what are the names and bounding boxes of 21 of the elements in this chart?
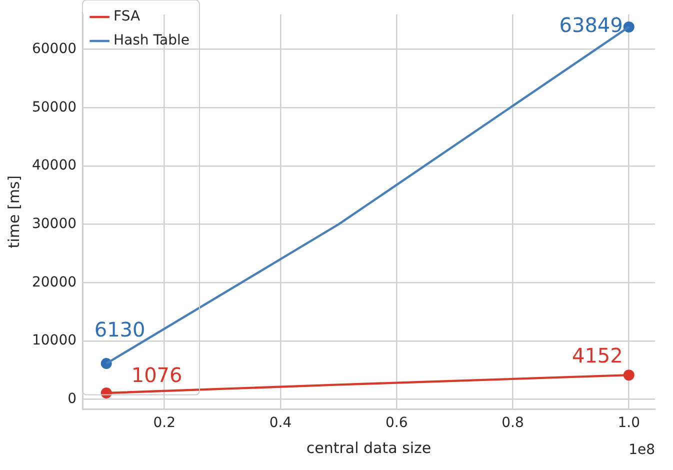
x-tick-label: 0.2 bbox=[153, 415, 176, 432]
data-label: 6130 bbox=[94, 318, 146, 342]
x-tick-label: 0.6 bbox=[386, 415, 408, 432]
x-tick-label: 1.0 bbox=[618, 415, 640, 432]
legend-label: FSA bbox=[114, 8, 140, 25]
legend-label: Hash Table bbox=[114, 32, 190, 49]
y-axis-title: time [ms] bbox=[4, 175, 23, 248]
y-tick-label: 50000 bbox=[32, 99, 77, 116]
y-tick-label: 20000 bbox=[32, 274, 77, 290]
x-tick-label: 0.8 bbox=[502, 415, 524, 432]
y-tick-label: 40000 bbox=[32, 158, 77, 174]
data-label: 1076 bbox=[131, 363, 182, 388]
y-tick-label: 10000 bbox=[32, 332, 77, 349]
x-tick-label: 0.4 bbox=[269, 415, 292, 432]
y-tick-label: 0 bbox=[68, 390, 77, 407]
x-axis-title: central data size bbox=[306, 438, 432, 457]
text: 1e8 bbox=[628, 442, 655, 458]
y-tick-label: 30000 bbox=[32, 216, 77, 232]
data-label: 63849 bbox=[559, 13, 623, 38]
data-label: 4152 bbox=[572, 343, 623, 368]
y-tick-label: 60000 bbox=[32, 41, 77, 58]
